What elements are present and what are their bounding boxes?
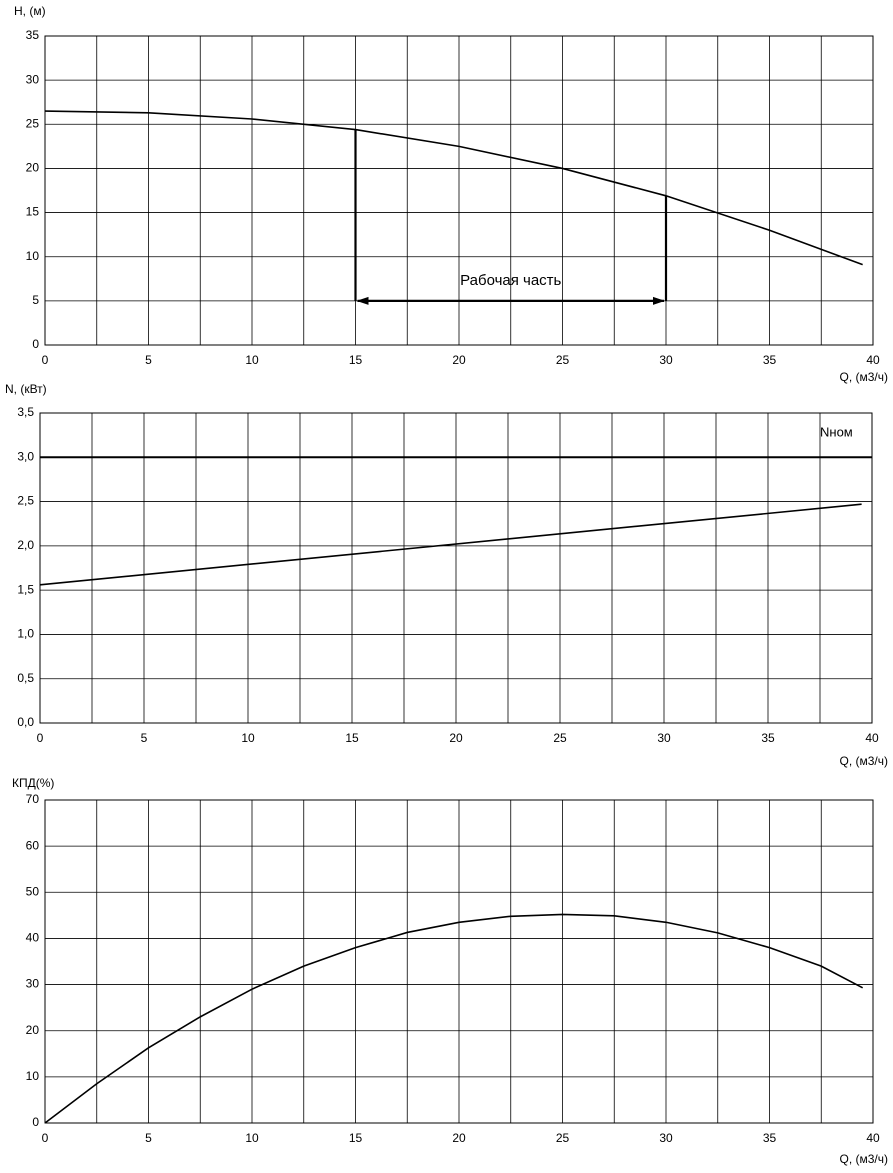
- x-tick-label: 35: [763, 353, 777, 367]
- y-tick-label: 5: [32, 293, 39, 307]
- y-tick-label: 2,0: [17, 538, 34, 552]
- x-tick-label: 5: [145, 353, 152, 367]
- x-tick-label: 10: [245, 1131, 259, 1145]
- y-tick-label: 0: [32, 337, 39, 351]
- y-tick-label: 20: [26, 161, 40, 175]
- x-tick-label: 25: [556, 1131, 570, 1145]
- y-tick-label: 0,0: [17, 715, 34, 729]
- x-tick-label: 15: [349, 353, 363, 367]
- y-tick-label: 25: [26, 116, 40, 130]
- x-axis-label: Q, (м3/ч): [839, 1152, 888, 1166]
- x-tick-label: 40: [866, 353, 880, 367]
- x-tick-label: 15: [349, 1131, 363, 1145]
- x-tick-label: 20: [449, 731, 463, 745]
- line-series: [39, 503, 862, 586]
- x-axis-label: Q, (м3/ч): [839, 754, 888, 768]
- y-tick-label: 70: [26, 792, 40, 806]
- x-tick-label: 30: [659, 353, 673, 367]
- annotation-text: Рабочая часть: [460, 272, 561, 289]
- y-tick-label: 20: [26, 1023, 40, 1037]
- y-tick-label: 1,5: [17, 582, 34, 596]
- x-tick-label: 0: [37, 731, 44, 745]
- reference-label: Nном: [820, 425, 853, 440]
- y-axis-label: H, (м): [14, 4, 46, 18]
- arrow-head: [356, 296, 369, 305]
- x-tick-label: 35: [763, 1131, 777, 1145]
- y-tick-label: 30: [26, 72, 40, 86]
- x-tick-label: 5: [141, 731, 148, 745]
- y-tick-label: 40: [26, 931, 40, 945]
- x-tick-label: 15: [345, 731, 359, 745]
- x-tick-label: 5: [145, 1131, 152, 1145]
- y-axis-label: КПД(%): [12, 776, 54, 790]
- y-tick-label: 0,5: [17, 671, 34, 685]
- x-tick-label: 0: [42, 1131, 49, 1145]
- x-axis-label: Q, (м3/ч): [839, 370, 888, 384]
- y-tick-label: 60: [26, 838, 40, 852]
- x-tick-label: 10: [245, 353, 259, 367]
- x-tick-label: 20: [452, 1131, 466, 1145]
- line-series: [44, 913, 864, 1124]
- x-tick-label: 40: [865, 731, 879, 745]
- y-tick-label: 0: [32, 1115, 39, 1129]
- y-tick-label: 10: [26, 1069, 40, 1083]
- y-tick-label: 3,0: [17, 449, 34, 463]
- x-tick-label: 0: [42, 353, 49, 367]
- arrow-head: [653, 296, 665, 305]
- y-tick-label: 2,5: [17, 494, 34, 508]
- y-axis-label: N, (кВт): [5, 382, 47, 396]
- line-series: [44, 110, 863, 266]
- x-tick-label: 30: [659, 1131, 673, 1145]
- y-tick-label: 3,5: [17, 405, 34, 419]
- x-tick-label: 25: [553, 731, 567, 745]
- x-tick-label: 35: [761, 731, 775, 745]
- x-tick-label: 30: [657, 731, 671, 745]
- x-tick-label: 20: [452, 353, 466, 367]
- y-tick-label: 15: [26, 205, 40, 219]
- y-tick-label: 30: [26, 977, 40, 991]
- y-tick-label: 1,0: [17, 627, 34, 641]
- y-tick-label: 35: [26, 28, 40, 42]
- y-tick-label: 50: [26, 884, 40, 898]
- x-tick-label: 25: [556, 353, 570, 367]
- x-tick-label: 40: [866, 1131, 880, 1145]
- y-tick-label: 10: [26, 249, 40, 263]
- x-tick-label: 10: [241, 731, 255, 745]
